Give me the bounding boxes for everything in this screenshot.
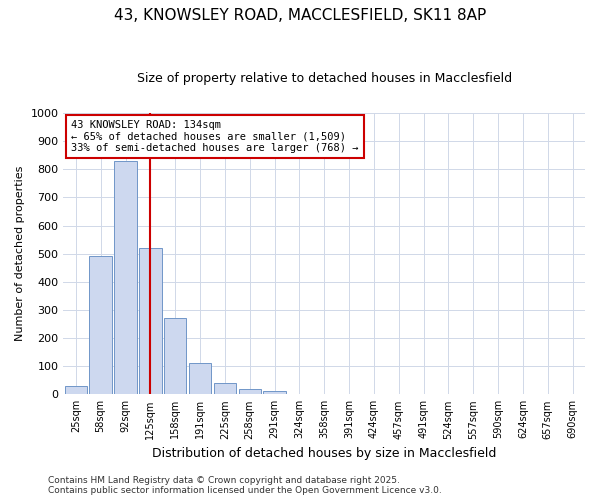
X-axis label: Distribution of detached houses by size in Macclesfield: Distribution of detached houses by size …: [152, 447, 496, 460]
Bar: [164, 318, 187, 394]
Bar: [65, 386, 87, 394]
Bar: [214, 383, 236, 394]
Title: Size of property relative to detached houses in Macclesfield: Size of property relative to detached ho…: [137, 72, 512, 86]
Bar: [139, 248, 161, 394]
Text: 43 KNOWSLEY ROAD: 134sqm
← 65% of detached houses are smaller (1,509)
33% of sem: 43 KNOWSLEY ROAD: 134sqm ← 65% of detach…: [71, 120, 359, 154]
Bar: [239, 388, 261, 394]
Y-axis label: Number of detached properties: Number of detached properties: [15, 166, 25, 342]
Bar: [115, 161, 137, 394]
Text: Contains HM Land Registry data © Crown copyright and database right 2025.
Contai: Contains HM Land Registry data © Crown c…: [48, 476, 442, 495]
Bar: [189, 364, 211, 394]
Bar: [89, 256, 112, 394]
Text: 43, KNOWSLEY ROAD, MACCLESFIELD, SK11 8AP: 43, KNOWSLEY ROAD, MACCLESFIELD, SK11 8A…: [114, 8, 486, 22]
Bar: [263, 392, 286, 394]
